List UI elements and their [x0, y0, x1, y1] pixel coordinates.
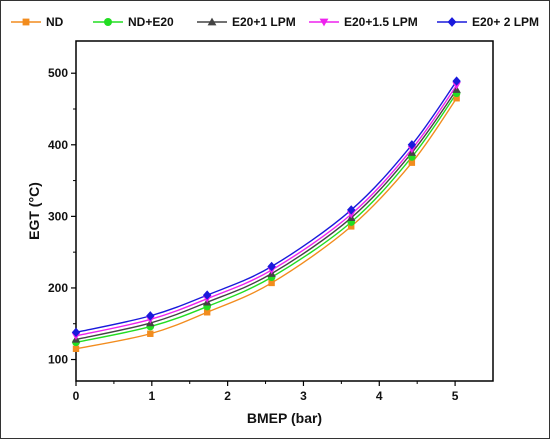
- y-tick-label: 200: [48, 281, 68, 295]
- legend-item-nd: ND: [11, 15, 64, 29]
- x-axis: 0 1 2 3 4 5: [73, 381, 459, 403]
- data-point-e20-2-lpm: [347, 205, 356, 215]
- legend-label: E20+1.5 LPM: [344, 15, 418, 29]
- y-tick-label: 100: [48, 353, 68, 367]
- series-line-e20-1-lpm: [75, 89, 458, 341]
- legend-marker: [22, 18, 30, 26]
- data-point-e20-1-5-lpm: [407, 145, 417, 154]
- plot-area: [75, 40, 494, 382]
- legend-marker: [104, 18, 112, 26]
- y-axis: 100 200 300 400 500: [48, 66, 76, 367]
- x-tick-label: 0: [73, 389, 80, 403]
- y-axis-title: EGT (°C): [26, 182, 42, 240]
- data-point-e20-2-lpm: [407, 140, 417, 150]
- data-point-nd: [203, 309, 211, 316]
- data-point-e20-2-lpm: [452, 76, 461, 86]
- data-point-nd: [348, 223, 355, 230]
- data-point-e20-2-lpm: [146, 311, 155, 321]
- y-tick-label: 400: [48, 138, 68, 152]
- x-tick-label: 2: [224, 389, 231, 403]
- data-point-e20-1-5-lpm: [452, 82, 461, 90]
- x-tick-label: 5: [452, 389, 459, 403]
- legend-marker: [319, 18, 329, 27]
- legend-label: E20+1 LPM: [232, 15, 296, 29]
- series-curves: [75, 80, 458, 350]
- y-tick-label: 500: [48, 66, 68, 80]
- legend-label: E20+ 2 LPM: [472, 15, 539, 29]
- data-point-nd: [72, 345, 80, 352]
- data-point-nd: [147, 330, 154, 337]
- legend-item-e20-2-lpm: E20+ 2 LPM: [437, 15, 539, 29]
- data-point-nd: [453, 95, 460, 102]
- legend-marker: [207, 17, 217, 26]
- data-point-e20-1-5-lpm: [347, 211, 356, 219]
- series-line-e20-2-lpm: [75, 80, 458, 334]
- data-point-e20-2-lpm: [71, 327, 81, 338]
- legend-item-nd-e20: ND+E20: [93, 15, 174, 29]
- series-line-nd: [75, 97, 458, 350]
- series-line-nd-e20: [75, 92, 458, 344]
- x-tick-label: 4: [376, 389, 383, 403]
- series-markers: [71, 76, 461, 352]
- data-point-e20-2-lpm: [202, 290, 212, 300]
- y-tick-label: 300: [48, 209, 68, 223]
- x-tick-label: 1: [148, 389, 155, 403]
- data-point-nd: [268, 279, 275, 287]
- legend-item-e20-1-5-lpm: E20+1.5 LPM: [309, 15, 418, 29]
- data-point-e20-2-lpm: [267, 261, 276, 272]
- legend-marker: [447, 17, 457, 27]
- data-point-nd: [408, 159, 416, 166]
- series-line-e20-1-5-lpm: [75, 84, 458, 337]
- legend-item-e20-1-lpm: E20+1 LPM: [197, 15, 296, 29]
- legend-label: ND: [46, 15, 64, 29]
- x-tick-label: 3: [300, 389, 307, 403]
- x-axis-title: BMEP (bar): [247, 410, 322, 426]
- legend-label: ND+E20: [128, 15, 174, 29]
- legend: ND ND+E20 E20+1 LPM E20+1.5 LPM E20+ 2 LPM: [11, 15, 539, 29]
